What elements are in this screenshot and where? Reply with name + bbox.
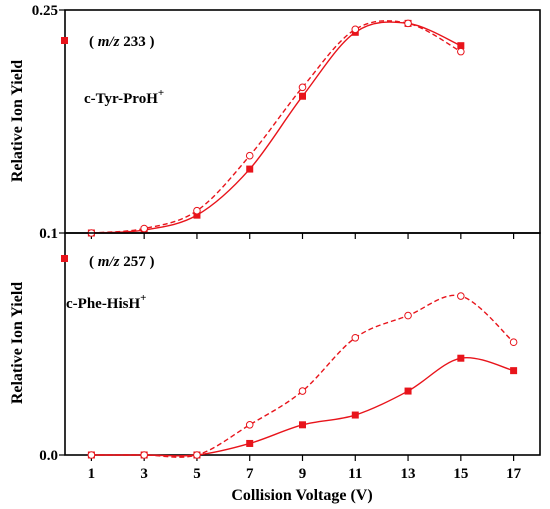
x-tick-label: 11	[348, 466, 362, 482]
top-data-point-square	[193, 211, 201, 219]
top-data-point-circle	[351, 25, 360, 34]
top-legend-marker	[61, 37, 68, 44]
bottom-y-axis-label: Relative Ion Yield	[9, 282, 26, 404]
top-panel: Relative Ion Yield 0.25 0.1 ( m/z 233 ) …	[9, 3, 541, 242]
top-data-point-square	[457, 42, 465, 50]
bottom-data-point-circle	[245, 421, 254, 429]
top-annotation: ( m/z 233 )	[89, 34, 154, 50]
top-x-ticks	[90, 233, 515, 239]
bottom-data-point-square	[351, 411, 359, 419]
bottom-compound-name: c-Phe-HisH	[66, 296, 140, 312]
bottom-data-point-circle	[87, 451, 96, 459]
top-series-group	[87, 19, 465, 237]
bottom-x-ticks	[90, 455, 515, 461]
bottom-series-group	[87, 292, 518, 459]
top-compound-label: c-Tyr-ProH+	[84, 87, 164, 107]
top-y-ticks	[59, 9, 65, 234]
top-data-point-circle	[193, 206, 201, 215]
top-data-point-square	[299, 92, 306, 100]
top-ytick-label-max: 0.25	[32, 3, 58, 19]
bottom-data-point-circle	[298, 387, 307, 395]
bottom-data-point-circle	[404, 311, 412, 320]
x-tick-label: 5	[193, 466, 201, 482]
x-tick-label: 17	[506, 466, 522, 482]
x-tick-label: 7	[246, 466, 254, 482]
bottom-legend-marker	[61, 255, 68, 262]
top-data-point-square	[246, 165, 254, 173]
x-tick-label: 15	[453, 466, 468, 482]
x-axis-label: Collision Voltage (V)	[231, 487, 372, 504]
bottom-data-point-circle	[193, 451, 201, 459]
top-y-axis-label: Relative Ion Yield	[9, 60, 26, 182]
top-annotation-value: 233 )	[119, 34, 154, 50]
bottom-data-point-square	[510, 367, 518, 375]
x-tick-label: 1	[88, 466, 96, 482]
bottom-data-point-square	[457, 354, 465, 362]
top-series-line-solid	[91, 21, 462, 234]
top-annotation-mz: m/z	[98, 34, 120, 50]
top-annotation-open: (	[89, 34, 98, 50]
bottom-data-point-circle	[509, 338, 518, 347]
bottom-compound-label: c-Phe-HisH+	[66, 292, 146, 312]
top-ytick-label-min: 0.1	[39, 226, 58, 242]
bottom-x-tick-labels: 1 3 5 7 9 11 13 15 17	[88, 466, 522, 482]
x-tick-label: 13	[401, 466, 416, 482]
bottom-annotation-value: 257 )	[119, 254, 154, 270]
bottom-ytick-label-min: 0.0	[39, 448, 58, 464]
bottom-data-point-square	[246, 439, 254, 447]
top-series-line-dashed	[91, 20, 462, 234]
x-tick-label: 9	[299, 466, 307, 482]
bottom-data-point-circle	[351, 333, 360, 342]
top-compound-name: c-Tyr-ProH	[84, 91, 158, 107]
top-data-point-circle	[404, 19, 412, 28]
bottom-annotation-mz: m/z	[98, 254, 120, 270]
top-data-point-circle	[245, 151, 254, 160]
bottom-annotation-open: (	[89, 254, 98, 270]
bottom-data-point-square	[299, 421, 306, 429]
top-compound-charge: +	[158, 87, 164, 99]
bottom-data-point-circle	[140, 451, 148, 459]
bottom-annotation: ( m/z 257 )	[89, 254, 154, 270]
top-data-point-circle	[140, 224, 148, 233]
bottom-series-line-solid	[91, 356, 514, 457]
top-data-point-circle	[298, 83, 307, 92]
bottom-data-point-square	[404, 387, 412, 395]
bottom-compound-charge: +	[140, 292, 146, 304]
top-data-point-circle	[457, 47, 465, 56]
bottom-panel: Relative Ion Yield 0.0 ( m/z 257 ) c-Phe…	[9, 232, 541, 504]
bottom-series-line-dashed	[91, 294, 515, 458]
x-tick-label: 3	[140, 466, 148, 482]
bottom-data-point-circle	[457, 292, 465, 300]
